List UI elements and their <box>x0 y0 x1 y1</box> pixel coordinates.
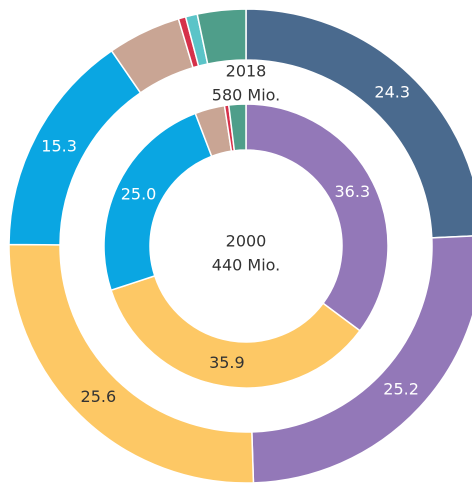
ring-title: 2018 <box>226 62 267 81</box>
donut-segment <box>196 8 247 65</box>
donut-segment <box>245 8 472 239</box>
donut-segment <box>110 274 362 389</box>
value-label: 36.3 <box>335 182 371 201</box>
value-label: 25.2 <box>383 379 419 398</box>
ring-subtitle: 440 Mio. <box>212 256 280 275</box>
value-label: 35.9 <box>209 353 245 372</box>
value-label: 25.6 <box>81 387 117 406</box>
donut-segment <box>227 103 247 152</box>
value-label: 15.3 <box>41 137 77 156</box>
ring-subtitle: 580 Mio. <box>212 86 280 105</box>
value-label: 24.3 <box>374 83 410 102</box>
ring-title: 2000 <box>226 232 267 251</box>
donut-segment <box>245 103 389 332</box>
value-label: 25.0 <box>121 184 157 203</box>
